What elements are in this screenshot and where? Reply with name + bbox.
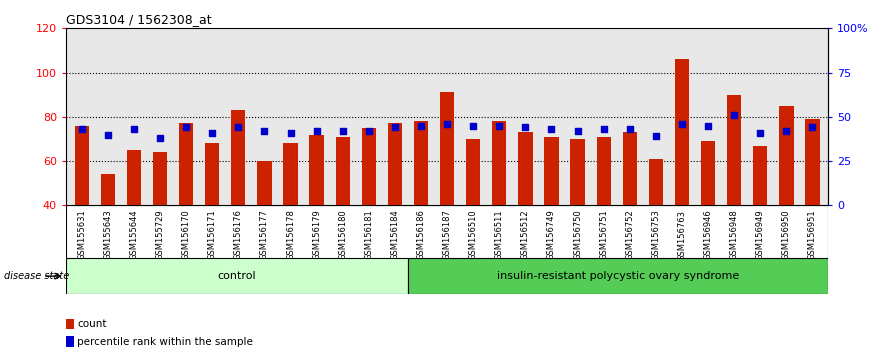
Point [440,121,454,127]
Text: GSM155729: GSM155729 [156,210,165,260]
Point [492,123,507,129]
Bar [675,59,689,205]
Point [309,128,323,134]
Bar [408,258,828,294]
Bar [231,110,246,205]
Text: GSM156951: GSM156951 [808,210,817,260]
Text: percentile rank within the sample: percentile rank within the sample [78,337,253,347]
Bar [466,139,480,205]
Point [75,126,89,132]
Text: GSM156949: GSM156949 [756,210,765,260]
Point [466,123,480,129]
Point [623,126,637,132]
Bar [100,175,115,205]
Bar [361,128,376,205]
Point [414,123,428,129]
Point [727,112,741,118]
Point [648,133,663,139]
Point [544,126,559,132]
Text: GSM156512: GSM156512 [521,210,529,260]
Bar [284,143,298,205]
Bar [727,95,742,205]
Text: GSM156749: GSM156749 [547,210,556,260]
Text: GSM156750: GSM156750 [574,210,582,260]
Point [571,128,585,134]
Bar [544,137,559,205]
Point [205,130,219,136]
Bar [66,319,74,329]
Text: GSM156946: GSM156946 [704,210,713,260]
Bar [75,126,89,205]
Text: GSM156753: GSM156753 [651,210,661,261]
Text: GSM156511: GSM156511 [495,210,504,260]
Text: insulin-resistant polycystic ovary syndrome: insulin-resistant polycystic ovary syndr… [497,271,739,281]
Point [701,123,715,129]
Text: GSM156187: GSM156187 [442,210,452,261]
Point [336,128,350,134]
Point [596,126,611,132]
Text: GSM156178: GSM156178 [286,210,295,261]
Point [518,125,532,130]
Text: GSM156186: GSM156186 [417,210,426,261]
Text: GSM156950: GSM156950 [781,210,791,260]
Bar [336,137,350,205]
Bar [388,124,402,205]
Bar [518,132,533,205]
Text: GSM156177: GSM156177 [260,210,269,261]
Point [388,125,402,130]
Bar [127,150,141,205]
Bar [701,141,715,205]
Text: GSM156184: GSM156184 [390,210,399,260]
Bar [623,132,637,205]
Text: GSM156751: GSM156751 [599,210,608,260]
Text: GSM156170: GSM156170 [181,210,190,260]
Point [153,135,167,141]
Bar [179,124,193,205]
Point [257,128,271,134]
Text: GSM156752: GSM156752 [626,210,634,260]
Bar [753,145,767,205]
Point [100,132,115,137]
Point [232,125,246,130]
Bar [152,152,167,205]
Point [675,121,689,127]
Text: GSM156171: GSM156171 [208,210,217,260]
Point [780,128,794,134]
Text: GSM156176: GSM156176 [233,210,243,261]
Bar [66,336,74,347]
Text: GSM155643: GSM155643 [103,210,113,260]
Point [362,128,376,134]
Text: GSM156180: GSM156180 [338,210,347,260]
Point [753,130,767,136]
Bar [440,92,455,205]
Point [179,125,193,130]
Text: GSM155644: GSM155644 [130,210,138,260]
Point [284,130,298,136]
Bar [205,143,219,205]
Text: GSM156763: GSM156763 [677,210,686,261]
Text: disease state: disease state [4,271,70,281]
Text: GSM155631: GSM155631 [78,210,86,260]
Bar [414,121,428,205]
Text: GSM156179: GSM156179 [312,210,321,260]
Point [127,126,141,132]
Bar [570,139,585,205]
Bar [596,137,611,205]
Point [805,125,819,130]
Text: GSM156181: GSM156181 [365,210,374,260]
Bar [492,121,507,205]
Text: GDS3104 / 1562308_at: GDS3104 / 1562308_at [66,13,211,26]
Text: GSM156948: GSM156948 [729,210,738,260]
Bar [805,119,819,205]
Bar [66,258,408,294]
Bar [257,161,271,205]
Bar [309,135,324,205]
Bar [648,159,663,205]
Text: GSM156510: GSM156510 [469,210,478,260]
Bar [779,106,794,205]
Text: control: control [218,271,256,281]
Text: count: count [78,319,107,329]
